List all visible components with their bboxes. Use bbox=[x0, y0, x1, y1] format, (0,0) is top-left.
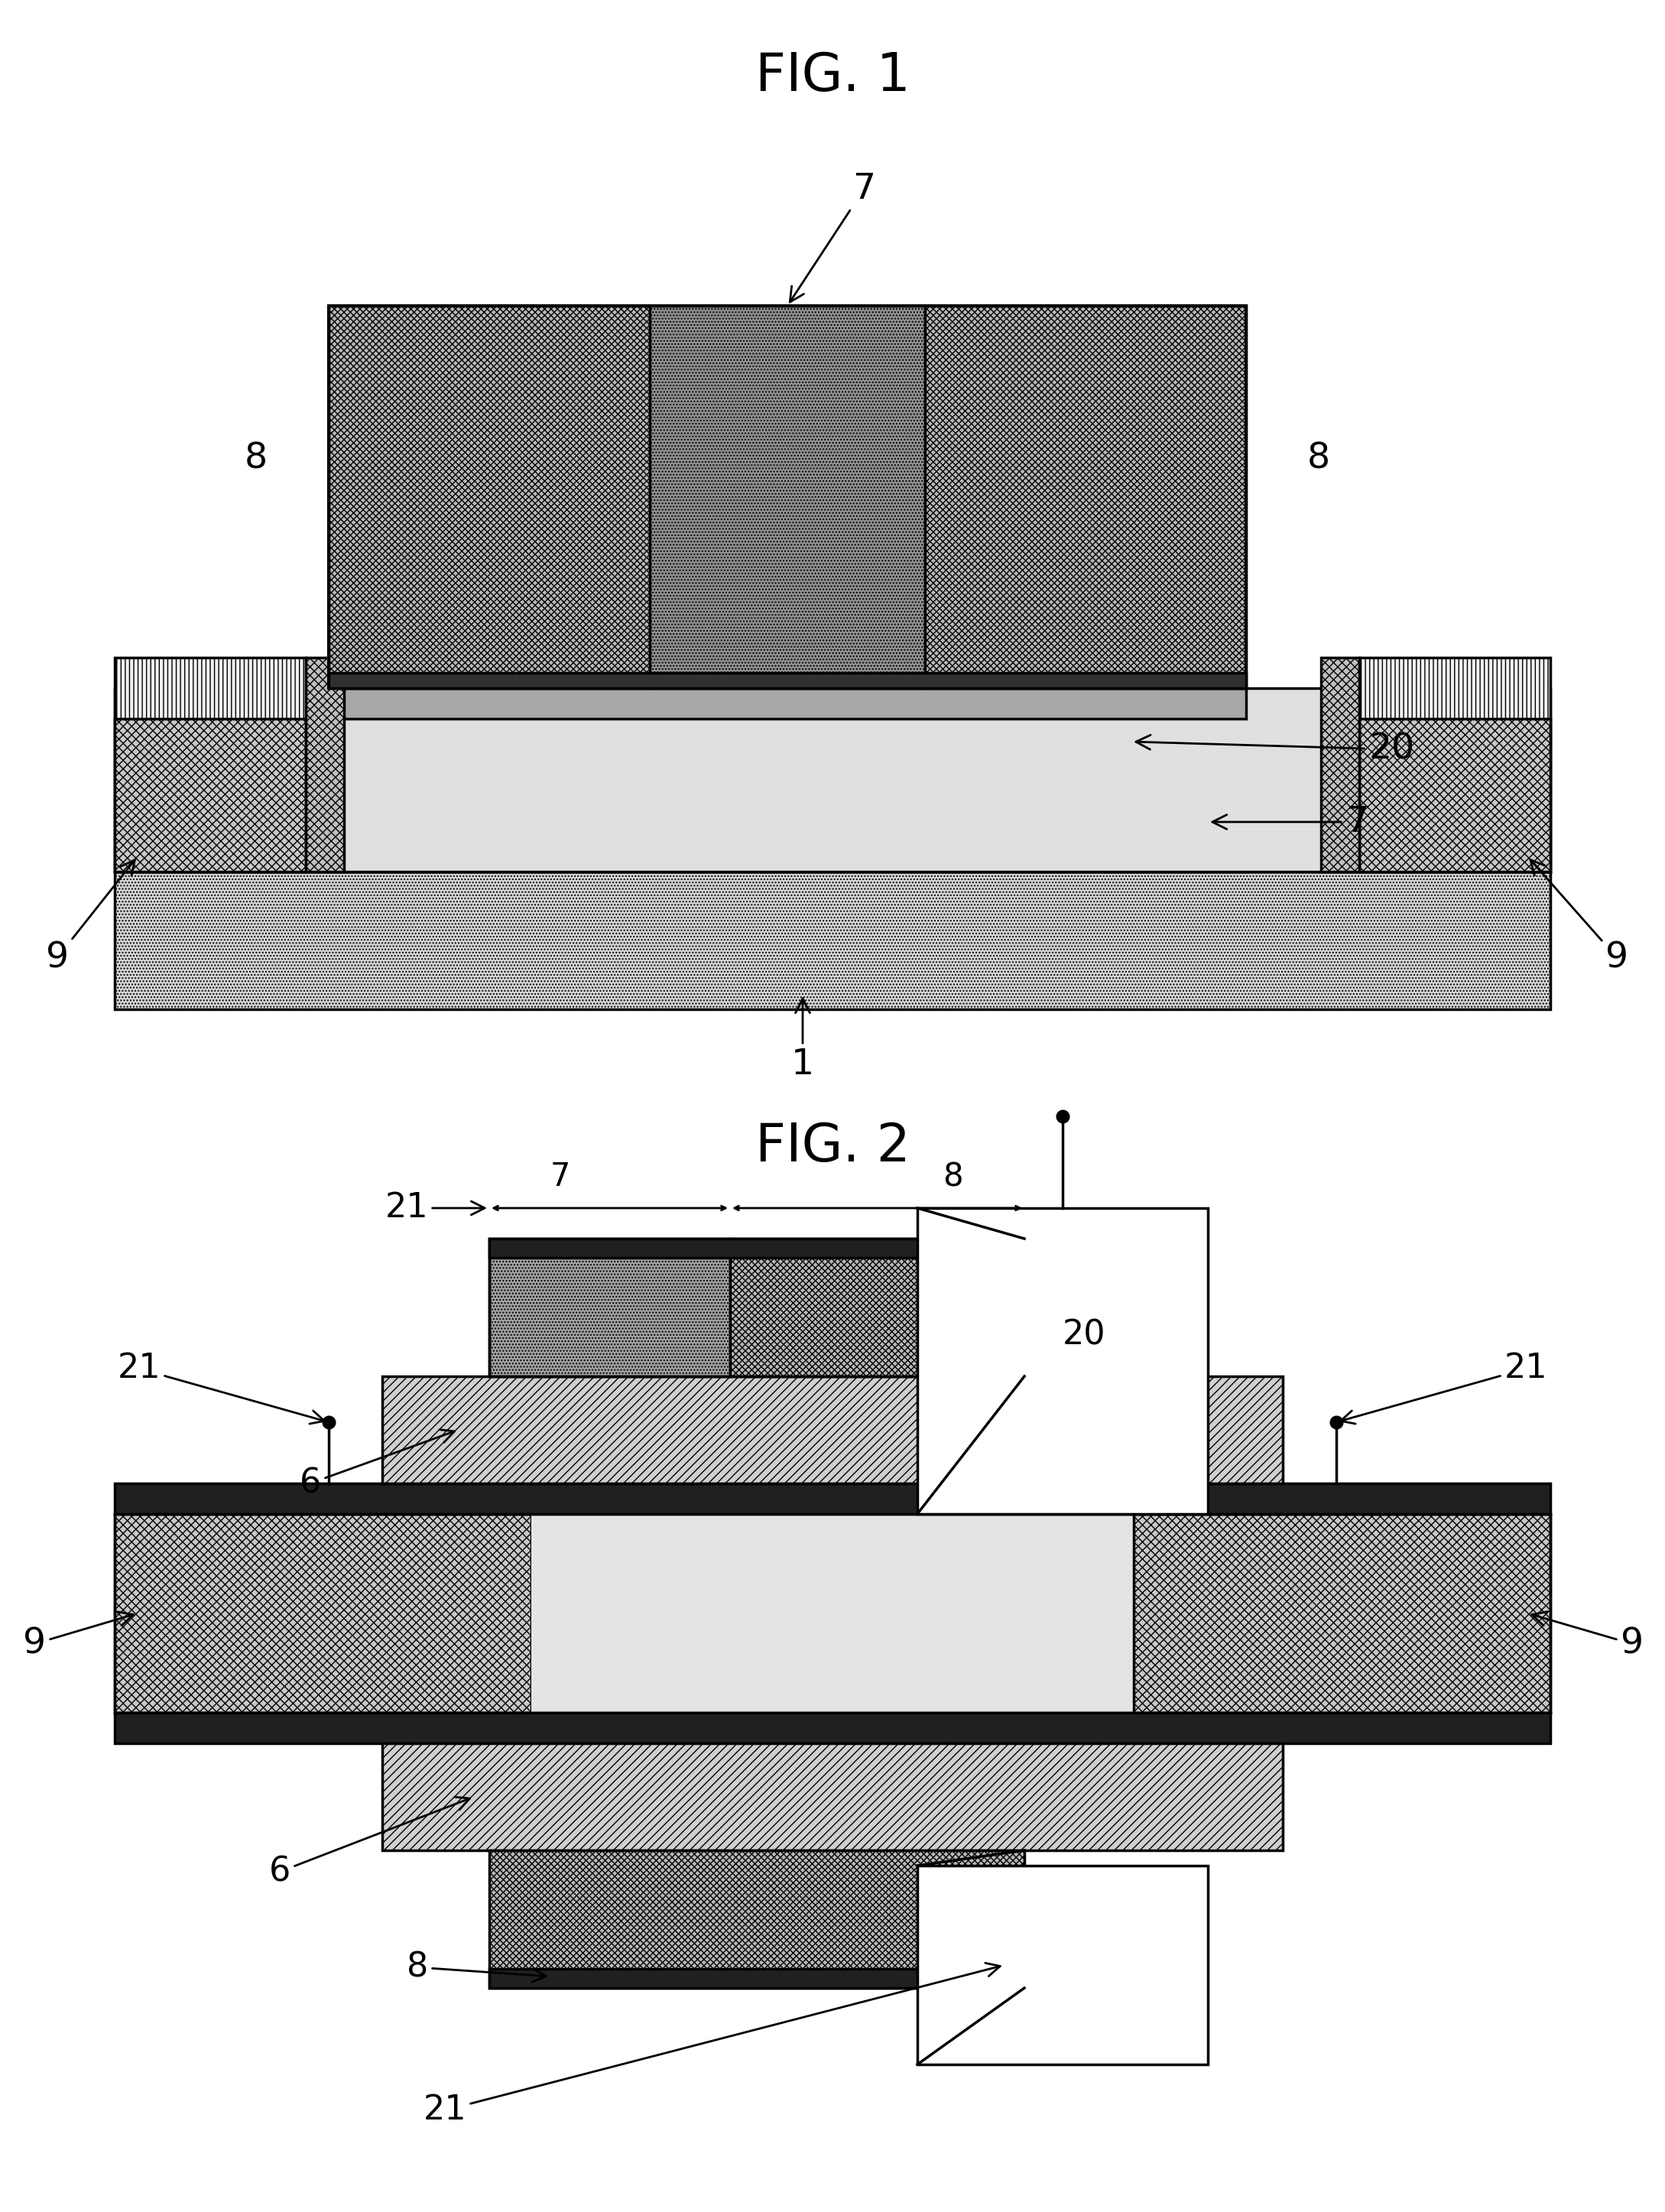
Text: 9: 9 bbox=[1530, 860, 1628, 975]
Text: 6: 6 bbox=[270, 1796, 470, 1889]
Bar bbox=[917, 1208, 1207, 1513]
Text: 20: 20 bbox=[1062, 1318, 1106, 1352]
Text: 21: 21 bbox=[117, 1352, 325, 1425]
Text: 9: 9 bbox=[23, 1613, 133, 1661]
Bar bbox=[383, 1743, 1282, 1851]
Text: 8: 8 bbox=[942, 1161, 964, 1192]
Text: 6: 6 bbox=[300, 1429, 455, 1500]
Text: 21: 21 bbox=[385, 1192, 485, 1225]
Text: 7: 7 bbox=[789, 173, 876, 303]
Bar bbox=[490, 1239, 1024, 1259]
Text: FIG. 2: FIG. 2 bbox=[754, 1121, 911, 1172]
Bar bbox=[115, 657, 306, 872]
Bar bbox=[328, 305, 649, 688]
Bar bbox=[1359, 719, 1550, 872]
Bar bbox=[115, 872, 1550, 1009]
Bar bbox=[1134, 1513, 1550, 1712]
Bar bbox=[115, 1513, 1550, 1712]
Text: 9: 9 bbox=[45, 860, 135, 975]
Bar bbox=[328, 772, 1245, 872]
Bar bbox=[490, 1851, 1024, 1989]
Bar bbox=[328, 672, 1245, 688]
Text: 7: 7 bbox=[1212, 805, 1369, 838]
Text: 9: 9 bbox=[1532, 1613, 1643, 1661]
Text: 8: 8 bbox=[1307, 442, 1330, 476]
Bar bbox=[115, 1513, 531, 1712]
Bar bbox=[328, 688, 1245, 719]
Bar bbox=[115, 1712, 1550, 1743]
Bar bbox=[490, 1239, 729, 1376]
Text: FIG. 1: FIG. 1 bbox=[754, 51, 911, 102]
Bar bbox=[729, 1239, 1024, 1376]
Text: 8: 8 bbox=[406, 1951, 546, 1984]
Text: 20: 20 bbox=[1136, 732, 1414, 768]
Bar bbox=[115, 719, 306, 872]
Bar bbox=[1359, 657, 1550, 872]
Text: 21: 21 bbox=[1340, 1352, 1548, 1425]
Bar bbox=[115, 1484, 1550, 1513]
Bar bbox=[917, 1865, 1207, 2064]
Text: 7: 7 bbox=[551, 1161, 571, 1192]
Text: 8: 8 bbox=[245, 442, 268, 476]
Bar bbox=[490, 1969, 1024, 1989]
Bar bbox=[306, 657, 345, 872]
Bar bbox=[926, 305, 1245, 688]
Text: 21: 21 bbox=[423, 1962, 1001, 2126]
Bar bbox=[531, 1513, 1134, 1712]
Bar bbox=[649, 305, 926, 688]
Bar bbox=[1320, 657, 1359, 872]
Bar bbox=[115, 688, 1550, 872]
Bar bbox=[328, 305, 1245, 688]
Bar bbox=[383, 1376, 1282, 1484]
Bar bbox=[328, 688, 1245, 719]
Text: 1: 1 bbox=[791, 998, 814, 1082]
Bar bbox=[490, 1239, 1024, 1376]
